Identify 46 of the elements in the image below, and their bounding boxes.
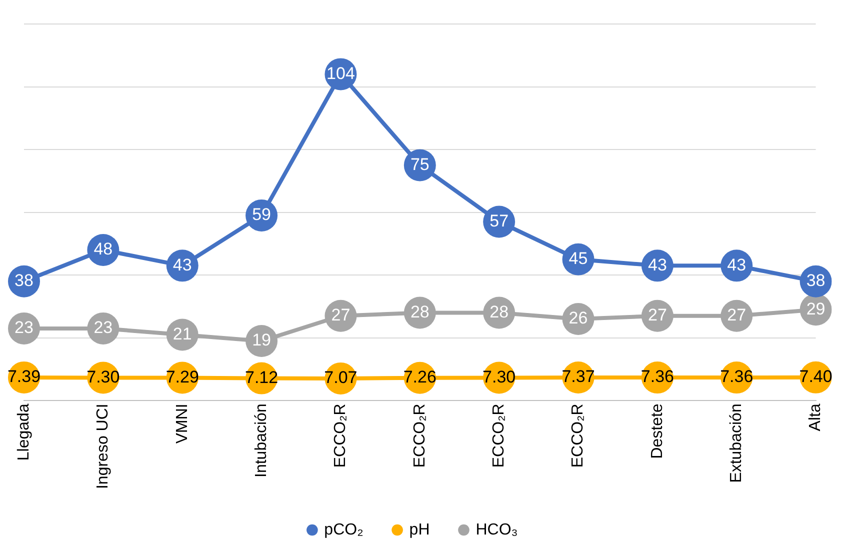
legend-label: HCO₃ xyxy=(476,521,518,538)
data-label: 7.39 xyxy=(7,367,41,386)
data-label: 7.36 xyxy=(640,367,674,386)
data-label: 7.30 xyxy=(86,367,120,386)
data-label: 23 xyxy=(94,318,113,338)
x-tick-label: Intubación xyxy=(252,404,270,478)
x-tick-label: Llegada xyxy=(15,404,32,461)
data-label: 7.07 xyxy=(324,368,358,388)
data-label: 57 xyxy=(490,211,509,230)
data-label: 28 xyxy=(490,302,509,322)
x-tick-label: VMNI xyxy=(174,404,191,444)
data-label: 29 xyxy=(806,299,826,318)
data-label: 38 xyxy=(806,271,826,290)
x-tick-label: Alta xyxy=(807,404,824,432)
x-tick-label: Extubación xyxy=(728,404,746,483)
x-tick-label: ECCO₂R xyxy=(490,404,508,468)
data-label: 27 xyxy=(727,306,746,325)
data-label: 7.36 xyxy=(720,367,754,386)
data-label: 59 xyxy=(252,205,271,224)
data-label: 75 xyxy=(410,154,430,174)
data-label: 21 xyxy=(172,324,192,344)
data-label: 43 xyxy=(727,255,746,274)
data-label: 38 xyxy=(14,271,34,290)
data-label: 7.30 xyxy=(482,367,516,386)
x-tick-label: ECCO₂R xyxy=(332,404,350,468)
legend-label: pH xyxy=(409,521,430,538)
data-label: 23 xyxy=(14,318,34,338)
x-tick-label: Destete xyxy=(648,404,666,459)
data-label: 26 xyxy=(568,308,588,328)
data-label: 7.26 xyxy=(403,368,436,387)
data-label: 7.12 xyxy=(244,368,278,387)
data-label: 7.29 xyxy=(166,367,199,386)
data-label: 104 xyxy=(326,64,355,83)
legend-label: pCO₂ xyxy=(324,521,364,538)
data-label: 7.37 xyxy=(562,367,595,386)
data-label: 27 xyxy=(331,306,350,325)
data-label: 43 xyxy=(648,255,667,274)
data-label: 45 xyxy=(568,249,588,268)
data-label: 27 xyxy=(648,306,667,325)
x-tick-label: ECCO₂R xyxy=(411,404,428,468)
x-tick-label: Ingreso UCI xyxy=(94,404,112,490)
data-label: 48 xyxy=(94,240,113,259)
data-label: 28 xyxy=(410,302,430,322)
data-label: 19 xyxy=(252,330,271,350)
data-label: 43 xyxy=(172,255,192,274)
x-tick-label: ECCO₂R xyxy=(570,404,587,468)
